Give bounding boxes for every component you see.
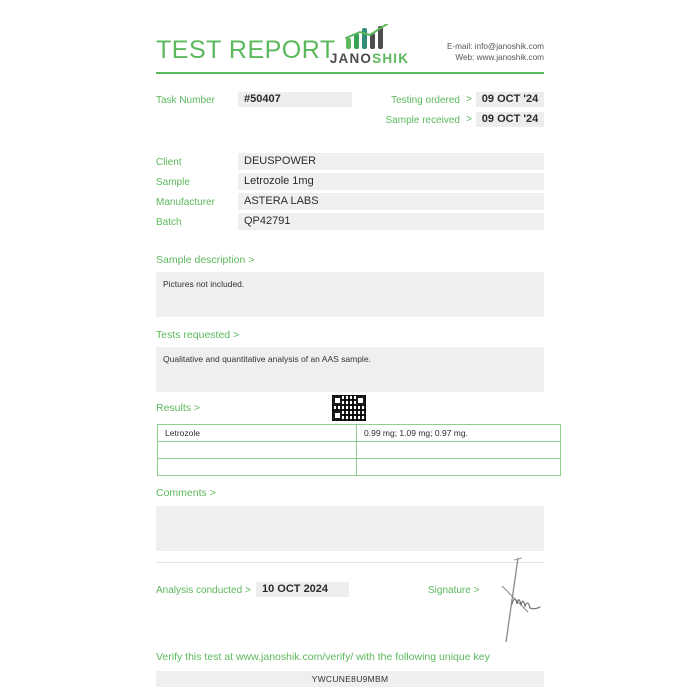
batch-value: QP42791 [238,213,544,230]
comments-box [156,506,544,551]
table-row: Letrozole 0.99 mg; 1.09 mg; 0.97 mg. [157,424,561,442]
sample-info-fields: Client DEUSPOWER Sample Letrozole 1mg Ma… [156,153,544,233]
client-label: Client [156,157,182,168]
client-value: DEUSPOWER [238,153,544,170]
sample-received-caret-icon: > [466,114,472,125]
sample-received-row: Sample received > 09 OCT '24 [379,112,544,129]
table-row [157,441,561,459]
comments-heading: Comments > [156,487,216,499]
info-row-manufacturer: Manufacturer ASTERA LABS [156,193,544,213]
result-measurement [356,441,561,459]
testing-ordered-caret-icon: > [466,94,472,105]
page-title: TEST REPORT [156,36,336,64]
tests-requested-heading: Tests requested > [156,329,240,341]
task-row: Task Number #50407 Testing ordered > 09 … [156,92,544,130]
batch-label: Batch [156,217,182,228]
verify-unique-key: YWCUNE8U9MBM [156,671,544,687]
logo-word-dark: JANO [329,51,373,66]
table-row [157,458,561,476]
signature-label: Signature > [428,585,480,596]
contact-info: E-mail: info@janoshik.com Web: www.janos… [447,41,544,63]
contact-email: E-mail: info@janoshik.com [446,42,544,51]
results-heading: Results > [156,402,201,414]
qr-code-icon [331,394,367,422]
result-substance [157,458,357,476]
testing-ordered-row: Testing ordered > 09 OCT '24 [379,92,544,109]
qr-finder-bottom-left [333,411,342,420]
sample-received-label: Sample received [385,115,460,126]
result-measurement: 0.99 mg; 1.09 mg; 0.97 mg. [356,424,561,442]
result-substance: Letrozole [157,424,357,442]
logo-wordmark: JANOSHIK [322,51,417,66]
task-number-label: Task Number [156,95,215,106]
footer-divider [156,562,544,563]
tests-requested-box: Qualitative and quantitative analysis of… [156,347,544,392]
contact-web: Web: www.janoshik.com [455,53,544,62]
logo-word-green: SHIK [372,51,410,66]
report-header: TEST REPORT JANOSHIK E-mail: info@janosh… [156,22,544,74]
info-row-batch: Batch QP42791 [156,213,544,233]
sample-received-value: 09 OCT '24 [476,112,544,127]
testing-ordered-label: Testing ordered [391,95,460,106]
manufacturer-value: ASTERA LABS [238,193,544,210]
verify-instructions: Verify this test at www.janoshik.com/ver… [156,651,490,663]
result-substance [157,441,357,459]
analysis-conducted-label: Analysis conducted > [156,585,251,596]
sample-description-heading: Sample description > [156,254,255,266]
info-row-client: Client DEUSPOWER [156,153,544,173]
results-table: Letrozole 0.99 mg; 1.09 mg; 0.97 mg. [157,424,561,476]
result-measurement [356,458,561,476]
analysis-conducted-value: 10 OCT 2024 [256,582,349,597]
info-row-sample: Sample Letrozole 1mg [156,173,544,193]
task-number-value: #50407 [238,92,352,107]
testing-ordered-value: 09 OCT '24 [476,92,544,107]
sample-description-box: Pictures not included. [156,272,544,317]
signature-icon [501,557,541,643]
header-divider [156,72,544,74]
janoshik-logo: JANOSHIK [322,24,417,66]
manufacturer-label: Manufacturer [156,197,215,208]
sample-label: Sample [156,177,190,188]
bar-chart-logo-icon [344,24,388,49]
sample-value: Letrozole 1mg [238,173,544,190]
